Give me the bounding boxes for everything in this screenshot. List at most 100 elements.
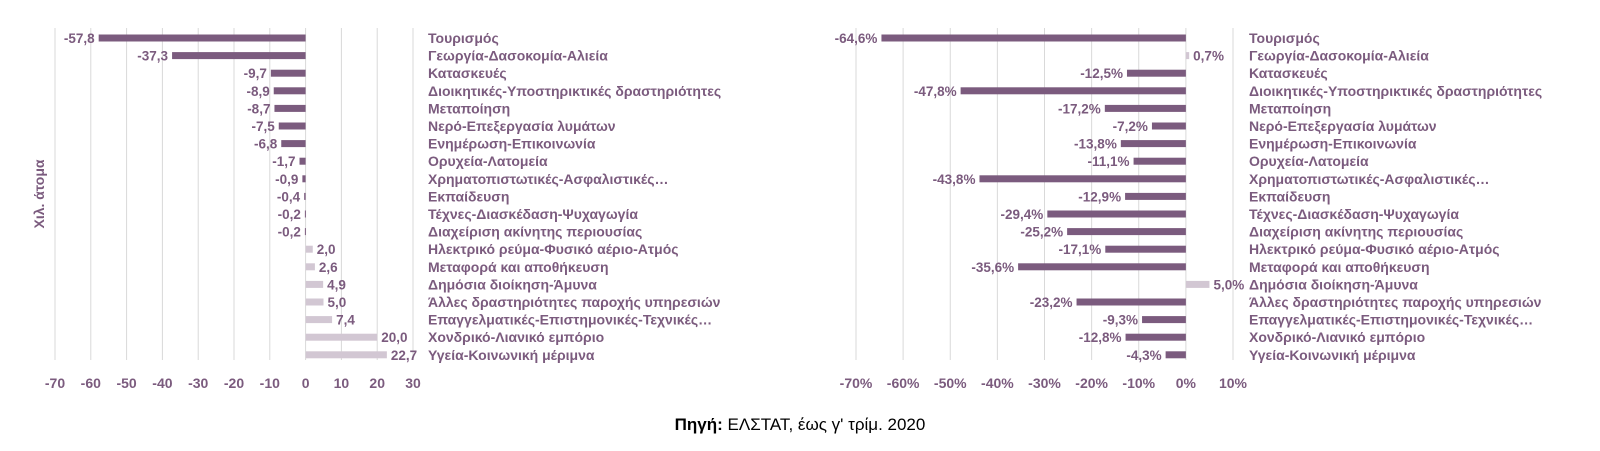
right-chart: -70% -60% -50% -40% -30% -20% -10% 0% 10% -64,6% Τ…	[835, 28, 1542, 391]
right-category-label: Μεταφορά και αποθήκευση	[1249, 259, 1430, 275]
right-category-label: Χρηματοπιστωτικές-Ασφαλιστικές…	[1249, 171, 1490, 187]
left-bar	[305, 298, 324, 306]
left-category-label: Ενημέρωση-Επικοινωνία	[428, 136, 596, 152]
right-bar	[1104, 104, 1186, 112]
right-category-label: Χονδρικό-Λιανικό εμπόριο	[1249, 329, 1425, 345]
right-bar	[1105, 245, 1186, 253]
right-category-label: Υγεία-Κοινωνική μέριμνα	[1249, 347, 1416, 363]
right-category-label: Τέχνες-Διασκέδαση-Ψυχαγωγία	[1249, 206, 1459, 222]
left-category-label: Δημόσια διοίκηση-Άμυνα	[428, 276, 597, 292]
left-tick-label: -60	[81, 375, 101, 391]
left-category-label: Διαχείριση ακίνητης περιουσίας	[428, 224, 642, 240]
right-bar	[1151, 122, 1186, 130]
left-axis-label: Χιλ. άτομα	[31, 159, 47, 228]
left-bar	[270, 69, 306, 77]
right-value-label: -11,1%	[1088, 154, 1130, 169]
right-category-label: Γεωργία-Δασοκομία-Αλιεία	[1249, 48, 1429, 64]
right-bar	[1142, 316, 1186, 324]
left-bar	[305, 245, 313, 253]
right-category-label: Μεταποίηση	[1249, 100, 1331, 116]
right-value-label: -12,5%	[1080, 66, 1123, 81]
left-category-label: Γεωργία-Δασοκομία-Αλιεία	[428, 48, 608, 64]
left-bar	[304, 210, 306, 218]
right-value-label: -43,8%	[933, 172, 976, 187]
right-value-label: -17,2%	[1058, 101, 1101, 116]
left-value-label: 4,9	[327, 277, 346, 292]
left-category-label: Μεταφορά και αποθήκευση	[428, 259, 609, 275]
right-tick-label: -20%	[1075, 375, 1108, 391]
right-bar	[1076, 298, 1186, 306]
right-bar	[881, 34, 1186, 42]
left-bar	[299, 157, 306, 165]
right-tick-label: 0%	[1176, 375, 1197, 391]
left-bar	[278, 122, 306, 130]
right-value-label: -35,6%	[971, 260, 1014, 275]
right-tick-label: -70%	[840, 375, 873, 391]
left-category-label: Τουρισμός	[428, 30, 499, 46]
left-value-label: -0,2	[278, 207, 301, 222]
left-bar	[274, 104, 306, 112]
right-tick-label: -60%	[887, 375, 920, 391]
left-bar	[302, 175, 306, 183]
left-value-label: -6,8	[254, 137, 278, 152]
left-category-label: Διοικητικές-Υποστηρικτικές δραστηριότητε…	[428, 83, 721, 99]
right-bar	[1126, 69, 1186, 77]
right-value-label: -25,2%	[1020, 225, 1063, 240]
source-note: Πηγή: ΕΛΣΤΑΤ, έως γ' τρίμ. 2020	[0, 415, 1600, 435]
left-value-label: -8,9	[246, 84, 269, 99]
source-text: ΕΛΣΤΑΤ, έως γ' τρίμ. 2020	[722, 415, 926, 434]
left-category-label: Χρηματοπιστωτικές-Ασφαλιστικές…	[428, 171, 669, 187]
left-value-label: -9,7	[244, 66, 267, 81]
left-tick-label: 10	[334, 375, 350, 391]
left-bar	[98, 34, 306, 42]
left-category-label: Υγεία-Κοινωνική μέριμνα	[428, 347, 595, 363]
right-bar	[1067, 228, 1186, 236]
left-category-label: Ηλεκτρικό ρεύμα-Φυσικό αέριο-Ατμός	[428, 241, 679, 257]
left-value-label: -7,5	[251, 119, 275, 134]
left-tick-label: 20	[369, 375, 385, 391]
left-value-label: -1,7	[272, 154, 295, 169]
left-value-label: -57,8	[64, 31, 95, 46]
left-value-label: 20,0	[381, 330, 407, 345]
right-bar	[1120, 140, 1186, 148]
right-bar	[1047, 210, 1186, 218]
right-tick-label: -40%	[981, 375, 1014, 391]
right-category-label: Επαγγελματικές-Επιστημονικές-Τεχνικές…	[1249, 312, 1533, 328]
right-value-label: -9,3%	[1103, 313, 1138, 328]
left-value-label: 7,4	[336, 313, 355, 328]
right-bar	[1125, 192, 1186, 200]
left-value-label: 5,0	[328, 295, 347, 310]
left-category-label: Νερό-Επεξεργασία λυμάτων	[428, 118, 616, 134]
left-category-label: Εκπαίδευση	[428, 188, 509, 204]
left-value-label: -0,9	[275, 172, 298, 187]
right-category-label: Ενημέρωση-Επικοινωνία	[1249, 136, 1417, 152]
left-category-label: Μεταποίηση	[428, 100, 510, 116]
right-value-label: 0,7%	[1193, 49, 1224, 64]
right-value-label: -23,2%	[1030, 295, 1073, 310]
left-category-label: Χονδρικό-Λιανικό εμπόριο	[428, 329, 604, 345]
left-tick-label: -10	[260, 375, 280, 391]
left-bar	[305, 351, 387, 359]
left-bar	[281, 140, 306, 148]
right-category-label: Άλλες δραστηριότητες παροχής υπηρεσιών	[1249, 294, 1542, 310]
right-value-label: -4,3%	[1126, 348, 1161, 363]
left-category-label: Άλλες δραστηριότητες παροχής υπηρεσιών	[428, 294, 721, 310]
right-bar	[1133, 157, 1186, 165]
right-value-label: -7,2%	[1113, 119, 1148, 134]
left-bar	[305, 280, 324, 288]
left-chart: -70 -60 -50 -40 -30 -20 -10 0 10 20 30 Χιλ. άτομα -5…	[31, 28, 721, 391]
right-category-label: Κατασκευές	[1249, 65, 1328, 81]
left-value-label: -8,7	[247, 101, 270, 116]
left-tick-label: -70	[45, 375, 65, 391]
right-bar	[1185, 52, 1190, 60]
left-category-label: Κατασκευές	[428, 65, 507, 81]
right-category-label: Διοικητικές-Υποστηρικτικές δραστηριότητε…	[1249, 83, 1542, 99]
left-tick-label: 30	[405, 375, 421, 391]
right-bar	[1125, 333, 1186, 341]
left-bar	[304, 192, 306, 200]
left-tick-label: -20	[224, 375, 244, 391]
right-category-label: Τουρισμός	[1249, 30, 1320, 46]
right-bar	[1018, 263, 1186, 271]
right-category-label: Ηλεκτρικό ρεύμα-Φυσικό αέριο-Ατμός	[1249, 241, 1500, 257]
